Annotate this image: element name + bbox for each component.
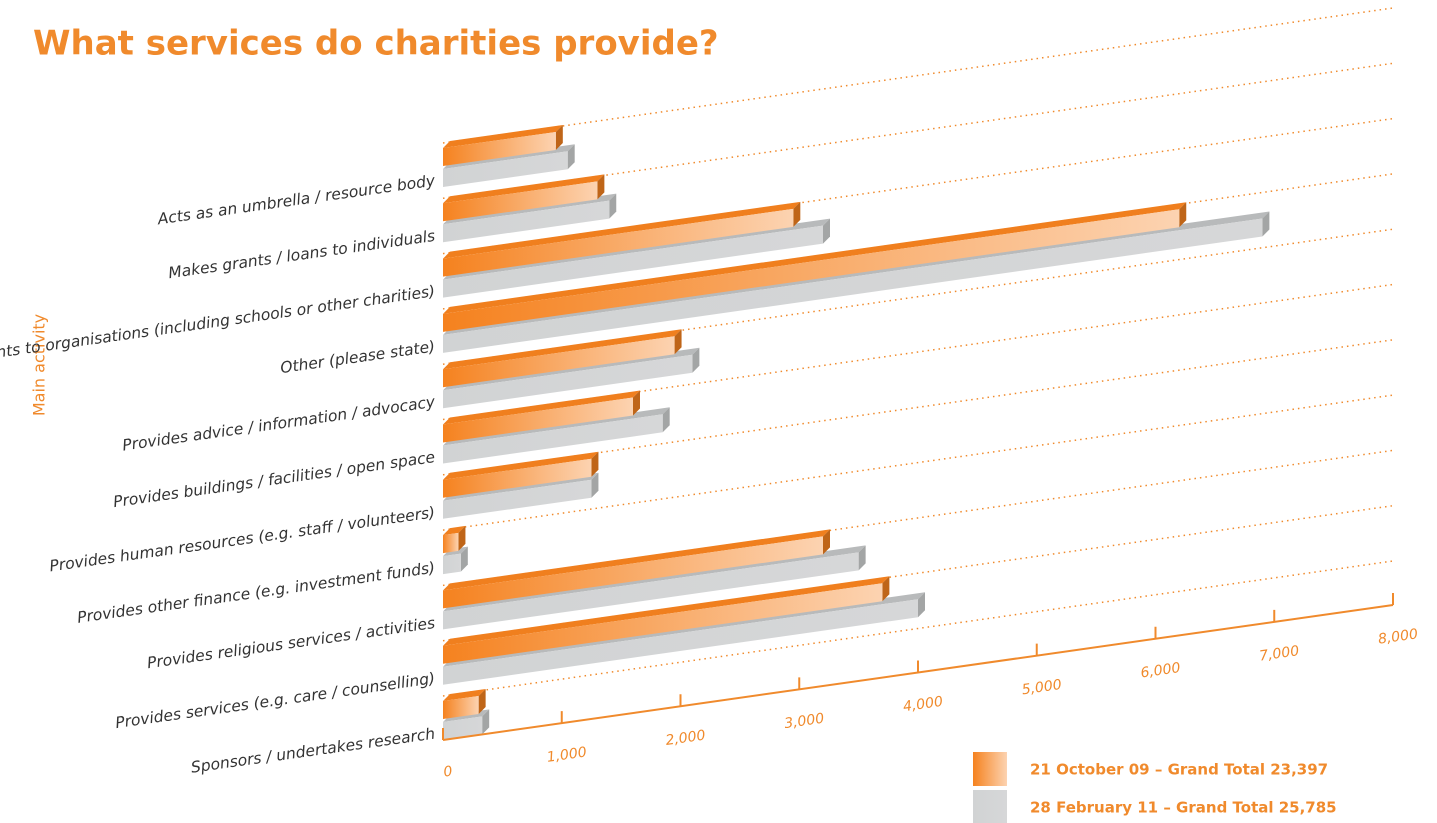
- category-label: Provides other finance (e.g. investment …: [76, 559, 436, 627]
- bar-side: [823, 218, 830, 244]
- x-tick-label: 8,000: [1377, 626, 1419, 647]
- bar-top: [443, 529, 830, 591]
- bar-side: [793, 201, 801, 227]
- bar: [443, 225, 823, 298]
- bar-top: [443, 451, 599, 480]
- bar: [443, 354, 693, 409]
- bar: [443, 583, 883, 664]
- bar-side: [858, 545, 866, 571]
- bar-side: [823, 529, 830, 555]
- bar: [443, 131, 556, 166]
- category-label: Provides advice / information / advocacy: [121, 393, 437, 455]
- bar: [443, 208, 794, 277]
- bar-side: [1179, 202, 1187, 228]
- bar-top: [443, 174, 605, 204]
- bar: [443, 414, 663, 464]
- grid-line: [442, 339, 1394, 476]
- bar-side: [918, 592, 925, 618]
- grid-line: [442, 7, 1394, 144]
- bar-side: [591, 472, 599, 498]
- bar-side: [674, 329, 682, 355]
- x-tick-label: 4,000: [902, 694, 944, 715]
- bar: [443, 458, 592, 498]
- bar-side: [662, 407, 670, 433]
- bar: [443, 336, 675, 388]
- bar-side: [478, 688, 486, 714]
- bar: [443, 695, 479, 719]
- x-tick-label: 1,000: [546, 744, 588, 765]
- bar-top: [443, 390, 640, 425]
- category-label: Provides services (e.g. care / counselli…: [114, 669, 436, 732]
- category-label: Sponsors / undertakes research: [190, 725, 436, 777]
- bar: [443, 181, 598, 222]
- bar: [443, 218, 1263, 353]
- bar-top: [443, 688, 486, 701]
- y-axis-label: Main activity: [30, 314, 49, 416]
- bar-side: [482, 709, 490, 735]
- bar: [443, 151, 568, 187]
- grid-line: [442, 394, 1394, 531]
- bar: [443, 716, 483, 740]
- bar: [443, 552, 859, 630]
- category-label: Acts as an umbrella / resource body: [156, 171, 437, 228]
- bar-side: [458, 525, 466, 551]
- bar-side: [633, 390, 640, 416]
- x-tick-label: 0: [442, 763, 453, 780]
- bar: [443, 553, 461, 575]
- x-tick-label: 7,000: [1258, 643, 1300, 664]
- bar-side: [609, 193, 617, 219]
- legend-label: 28 February 11 – Grand Total 25,785: [1030, 799, 1337, 817]
- bar: [443, 479, 592, 519]
- bar: [443, 397, 633, 443]
- legend-label: 21 October 09 – Grand Total 23,397: [1030, 761, 1328, 779]
- bar-side: [882, 576, 890, 602]
- bar-side: [591, 451, 599, 477]
- bar-side: [692, 347, 700, 373]
- bar: [443, 532, 459, 554]
- category-label: Makes grants / loans to individuals: [167, 227, 436, 282]
- chart-title: What services do charities provide?: [33, 24, 719, 64]
- bar-top: [443, 329, 682, 370]
- bar-side: [597, 174, 605, 200]
- x-tick-label: 2,000: [665, 728, 707, 749]
- bar-top: [443, 201, 801, 259]
- category-label: Provides human resources (e.g. staff / v…: [48, 503, 436, 575]
- bar-top: [443, 525, 466, 536]
- bar-top: [443, 576, 890, 646]
- bar-side: [1262, 211, 1270, 237]
- category-label: Provides religious services / activities: [146, 614, 436, 672]
- bar: [443, 599, 918, 685]
- bar-side: [460, 546, 468, 572]
- bar: [443, 200, 610, 243]
- x-tick-label: 6,000: [1140, 660, 1182, 681]
- bar-side: [555, 124, 563, 150]
- legend-swatch: [973, 790, 1007, 823]
- legend-swatch: [973, 752, 1007, 786]
- x-tick-label: 3,000: [783, 711, 825, 732]
- category-label: Other (please state): [279, 337, 436, 377]
- bar: [443, 536, 823, 609]
- bar: [443, 209, 1180, 332]
- bar-side: [567, 144, 575, 170]
- x-tick-label: 5,000: [1021, 677, 1063, 698]
- bar-top: [443, 124, 563, 148]
- grid-line: [442, 560, 1394, 697]
- category-label: Provides buildings / facilities / open s…: [112, 448, 436, 511]
- bar-top: [443, 202, 1187, 314]
